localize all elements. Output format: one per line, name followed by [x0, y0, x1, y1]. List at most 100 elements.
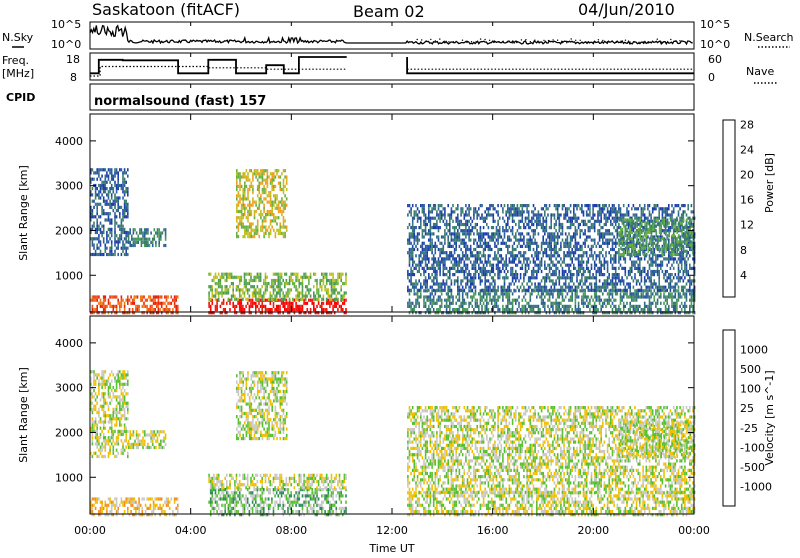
heat-cell — [546, 223, 548, 226]
heat-cell — [668, 305, 670, 308]
heat-cell — [567, 305, 569, 308]
freq-unit-label: [MHz] — [2, 67, 34, 80]
heat-cell — [262, 191, 264, 194]
heat-cell — [578, 257, 580, 260]
heat-cell — [617, 217, 619, 220]
heat-cell — [336, 305, 338, 308]
heat-cell — [103, 228, 105, 231]
heat-cell — [105, 190, 107, 193]
heat-cell — [307, 295, 309, 298]
heat-cell — [460, 257, 462, 260]
heat-cell — [232, 291, 234, 294]
heat-cell — [282, 291, 284, 294]
heat-cell — [576, 217, 578, 220]
heat-cell — [612, 210, 614, 213]
heat-cell — [489, 204, 491, 207]
heat-cell — [494, 245, 496, 248]
heat-cell — [555, 289, 557, 292]
heat-cell — [109, 295, 111, 298]
heat-cell — [422, 286, 424, 289]
heat-cell — [565, 217, 567, 220]
heat-cell — [465, 264, 467, 267]
heat-cell — [462, 229, 464, 232]
heat-cell — [615, 292, 617, 295]
nsearch-tick-top: 10^5 — [700, 18, 730, 31]
heat-cell — [420, 245, 422, 248]
heat-cell — [430, 229, 432, 232]
heat-cell — [257, 276, 259, 279]
heat-cell — [604, 299, 606, 302]
heat-cell — [462, 232, 464, 235]
heat-cell — [136, 241, 138, 244]
heat-cell — [119, 237, 121, 240]
heat-cell — [510, 282, 512, 285]
heat-cell — [542, 302, 544, 305]
heat-cell — [443, 251, 445, 254]
heat-cell — [425, 264, 427, 267]
heat-cell — [257, 285, 259, 288]
heat-cell — [565, 232, 567, 235]
heat-cell — [542, 286, 544, 289]
heat-cell — [414, 213, 416, 216]
heat-cell — [239, 302, 241, 305]
heat-cell — [586, 299, 588, 302]
heat-cell — [254, 210, 256, 213]
heat-cell — [439, 305, 441, 308]
heat-cell — [321, 273, 323, 276]
heat-cell — [117, 175, 119, 178]
heat-cell — [323, 308, 325, 311]
heat-cell — [478, 308, 480, 311]
heat-cell — [555, 235, 557, 238]
heat-cell — [412, 264, 414, 267]
heat-cell — [536, 273, 538, 276]
heat-cell — [473, 273, 475, 276]
heat-cell — [641, 308, 643, 311]
heat-cell — [493, 207, 495, 210]
heat-cell — [129, 244, 131, 247]
heat-cell — [410, 248, 412, 251]
heat-cell — [518, 210, 520, 213]
heat-cell — [462, 286, 464, 289]
heat-cell — [629, 295, 631, 298]
heat-cell — [108, 196, 110, 199]
heat-cell — [259, 182, 261, 185]
heat-cell — [443, 257, 445, 260]
heat-cell — [623, 204, 625, 207]
heat-cell — [613, 220, 615, 223]
heat-cell — [472, 299, 474, 302]
heat-cell — [412, 235, 414, 238]
heat-cell — [449, 223, 451, 226]
heat-cell — [257, 226, 259, 229]
heat-cell — [605, 232, 607, 235]
heat-cell — [621, 299, 623, 302]
heat-cell — [494, 254, 496, 257]
heat-cell — [332, 291, 334, 294]
heat-cell — [447, 276, 449, 279]
nsearch-point — [620, 41, 621, 42]
heat-cell — [117, 171, 119, 174]
heat-cell — [468, 210, 470, 213]
heat-cell — [526, 245, 528, 248]
heat-cell — [257, 169, 259, 172]
heat-cell — [464, 242, 466, 245]
heat-cell — [522, 220, 524, 223]
heat-cell — [92, 193, 94, 196]
heat-cell — [420, 295, 422, 298]
heat-cell — [599, 210, 601, 213]
heat-cell — [447, 295, 449, 298]
heat-cell — [620, 210, 622, 213]
heat-cell — [220, 279, 222, 282]
heat-cell — [101, 305, 103, 308]
heat-cell — [504, 270, 506, 273]
heat-cell — [446, 292, 448, 295]
series-freq — [90, 57, 347, 73]
heat-cell — [418, 210, 420, 213]
heat-cell — [284, 219, 286, 222]
heat-cell — [578, 254, 580, 257]
heat-cell — [423, 270, 425, 273]
heat-cell — [655, 264, 657, 267]
heat-cell — [658, 254, 660, 257]
heat-cell — [331, 291, 333, 294]
heat-cell — [649, 289, 651, 292]
heat-cell — [584, 223, 586, 226]
